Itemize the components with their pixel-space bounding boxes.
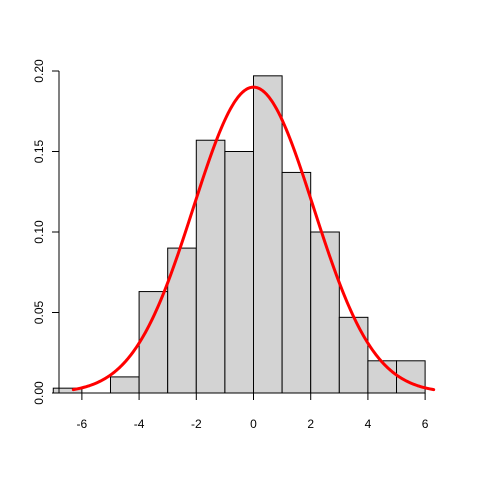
histogram-bar-10 (338, 316, 369, 394)
histogram-bar-8 (281, 171, 312, 394)
x-tick-label-4: 2 (307, 417, 314, 431)
y-axis: 0.00 0.05 0.10 0.15 0.20 (32, 59, 60, 405)
y-tick-label-0: 0.00 (32, 381, 46, 405)
histogram-bar-0 (52, 387, 83, 394)
y-tick-label-2: 0.10 (32, 220, 46, 244)
x-tick-label-0: -6 (77, 417, 88, 431)
histogram-bar-3 (138, 291, 169, 394)
histogram-bar-9 (310, 231, 340, 394)
histogram-bar-5 (195, 139, 226, 394)
x-tick-label-5: 4 (365, 417, 372, 431)
histogram-bar-2 (109, 376, 140, 394)
x-tick-label-6: 6 (422, 417, 429, 431)
density-curve-layer (71, 85, 436, 392)
x-tick-label-3: 0 (250, 417, 257, 431)
x-axis: -6 -4 -2 0 2 4 6 (77, 392, 429, 431)
histogram-bar-11 (367, 360, 398, 394)
y-tick-label-3: 0.15 (32, 139, 46, 163)
x-tick-label-1: -4 (134, 417, 145, 431)
y-tick-label-4: 0.20 (32, 59, 46, 83)
y-tick-label-1: 0.05 (32, 300, 46, 324)
histogram-bar-6 (224, 151, 254, 394)
histogram-bar-7 (253, 75, 283, 394)
density-curve (71, 85, 436, 392)
x-tick-label-2: -2 (191, 417, 202, 431)
